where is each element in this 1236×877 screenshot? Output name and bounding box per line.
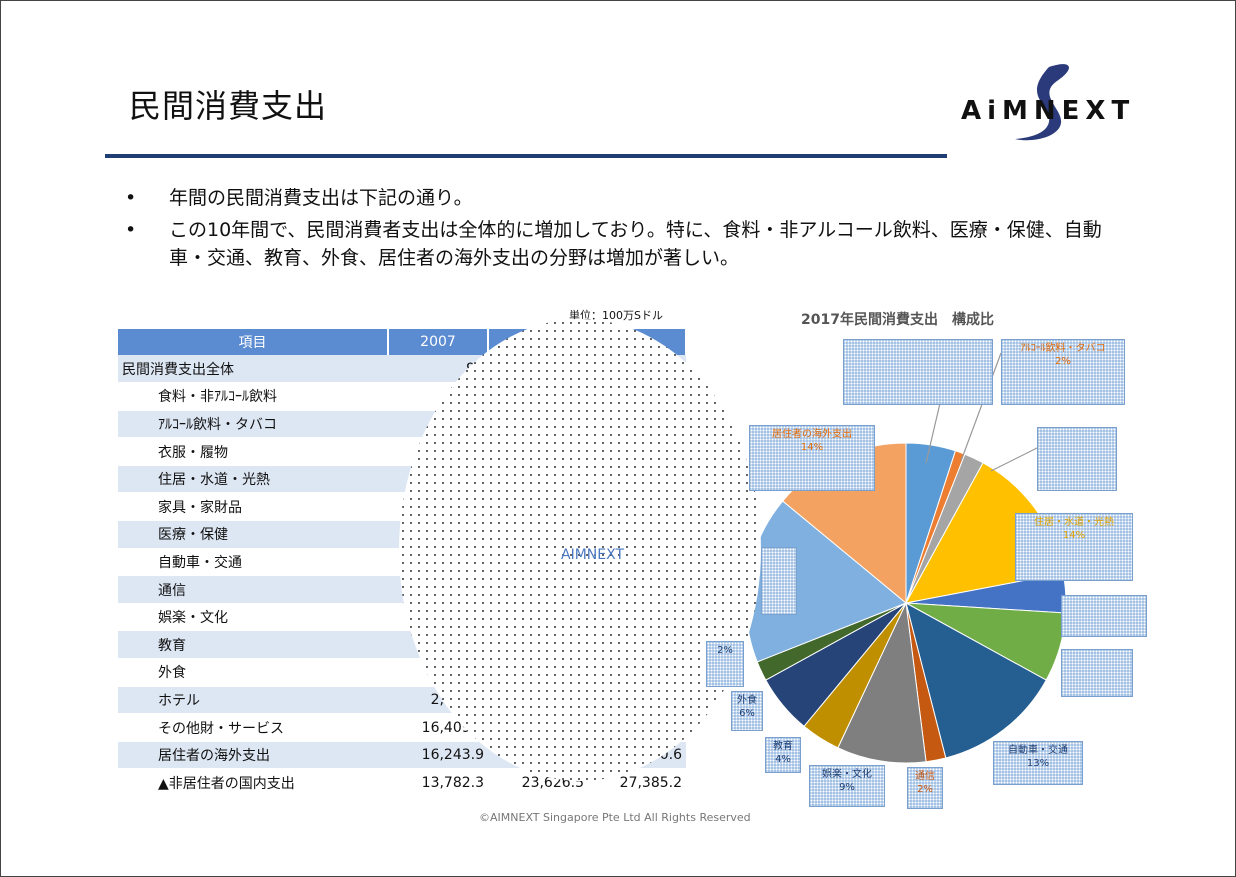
row-label: 自動車・交通	[118, 548, 388, 577]
row-label: 教育	[118, 630, 388, 660]
page-title: 民間消費支出	[129, 87, 328, 125]
aimnext-logo: AiMNEXT	[961, 64, 1135, 141]
bullet-item: • この10年間で、民間消費者支出は全体的に増加しており。特に、食料・非アルコー…	[125, 216, 1125, 272]
watermark-overlay	[399, 319, 761, 781]
pie-data-label: 娯楽・文化 9%	[809, 765, 885, 807]
pie-data-label	[1061, 649, 1133, 697]
chart-title: 2017年民間消費支出 構成比	[801, 312, 994, 328]
row-label: 食料・非ｱﾙｺｰﾙ飲料	[118, 382, 388, 411]
pie-data-label: 通信 2%	[907, 767, 943, 809]
bullet-text: 年間の民間消費支出は下記の通り。	[169, 187, 473, 209]
row-label: 通信	[118, 575, 388, 604]
row-label: ホテル	[118, 686, 388, 715]
pie-slice	[905, 442, 957, 604]
leader-line	[925, 398, 942, 464]
pie-data-label: ｱﾙｺｰﾙ飲料・タバコ 2%	[1001, 339, 1125, 405]
pie-slice	[905, 602, 947, 763]
pie-data-label: 2%	[706, 641, 744, 687]
bullet-item: • 年間の民間消費支出は下記の通り。	[125, 184, 1125, 212]
footer-copyright: ©AIMNEXT Singapore Pte Ltd All Rights Re…	[479, 811, 751, 824]
title-rule	[105, 154, 947, 158]
column-header-2007: 2007	[388, 329, 489, 355]
row-label: 衣服・履物	[118, 437, 388, 466]
unit-note: 単位：100万Sドル	[569, 309, 663, 322]
pie-data-label	[1037, 427, 1117, 491]
pie-data-label: 教育 4%	[765, 737, 801, 773]
bullet-text: この10年間で、民間消費者支出は全体的に増加しており。特に、食料・非アルコール飲…	[169, 219, 1102, 269]
row-label: ▲非居住者の国内支出	[118, 768, 388, 797]
pie-data-label	[843, 339, 993, 405]
row-value: 16,243.9	[388, 741, 488, 770]
row-label: 医療・保健	[118, 520, 388, 549]
logo-swoosh	[1015, 64, 1069, 141]
bullet-marker: •	[125, 219, 137, 241]
bullet-marker: •	[125, 187, 137, 209]
pie-slice	[765, 602, 907, 727]
row-label: ｱﾙｺｰﾙ飲料・タバコ	[118, 410, 388, 439]
row-label: 家具・家財品	[118, 492, 388, 522]
logo-wordmark: AiMNEXT	[961, 96, 1135, 126]
pie-slice	[905, 602, 1067, 681]
row-label: 娯楽・文化	[118, 603, 388, 632]
table-row: ▲非居住者の国内支出 13,782.3 23,626.5 27,385.2	[118, 768, 686, 797]
row-label: 外食	[118, 658, 388, 687]
column-header-item: 項目	[118, 329, 389, 355]
pie-data-label	[761, 547, 797, 615]
pie-data-label: 居住者の海外支出 14%	[749, 425, 875, 491]
row-label: その他財・サービス	[118, 713, 388, 742]
pie-slice	[905, 453, 984, 604]
pie-data-label: 自動車・交通 13%	[993, 741, 1083, 785]
pie-slice	[905, 602, 1047, 759]
row-label: 民間消費支出全体	[118, 355, 388, 384]
pie-data-label: 外食 6%	[731, 691, 763, 731]
pie-slice	[837, 601, 927, 764]
pie-data-label: 住居・水道・光熱 14%	[1015, 513, 1133, 581]
row-value: 13,782.3	[388, 768, 488, 797]
pie-data-label	[1061, 595, 1147, 637]
pie-slice	[905, 450, 966, 604]
leader-line	[990, 445, 1042, 472]
pie-slice	[803, 602, 907, 749]
bullet-list: • 年間の民間消費支出は下記の通り。 • この10年間で、民間消費者支出は全体的…	[125, 184, 1125, 272]
watermark-text: AIMNEXT	[561, 547, 624, 563]
row-label: 居住者の海外支出	[118, 741, 388, 770]
row-label: 住居・水道・光熱	[118, 465, 388, 494]
